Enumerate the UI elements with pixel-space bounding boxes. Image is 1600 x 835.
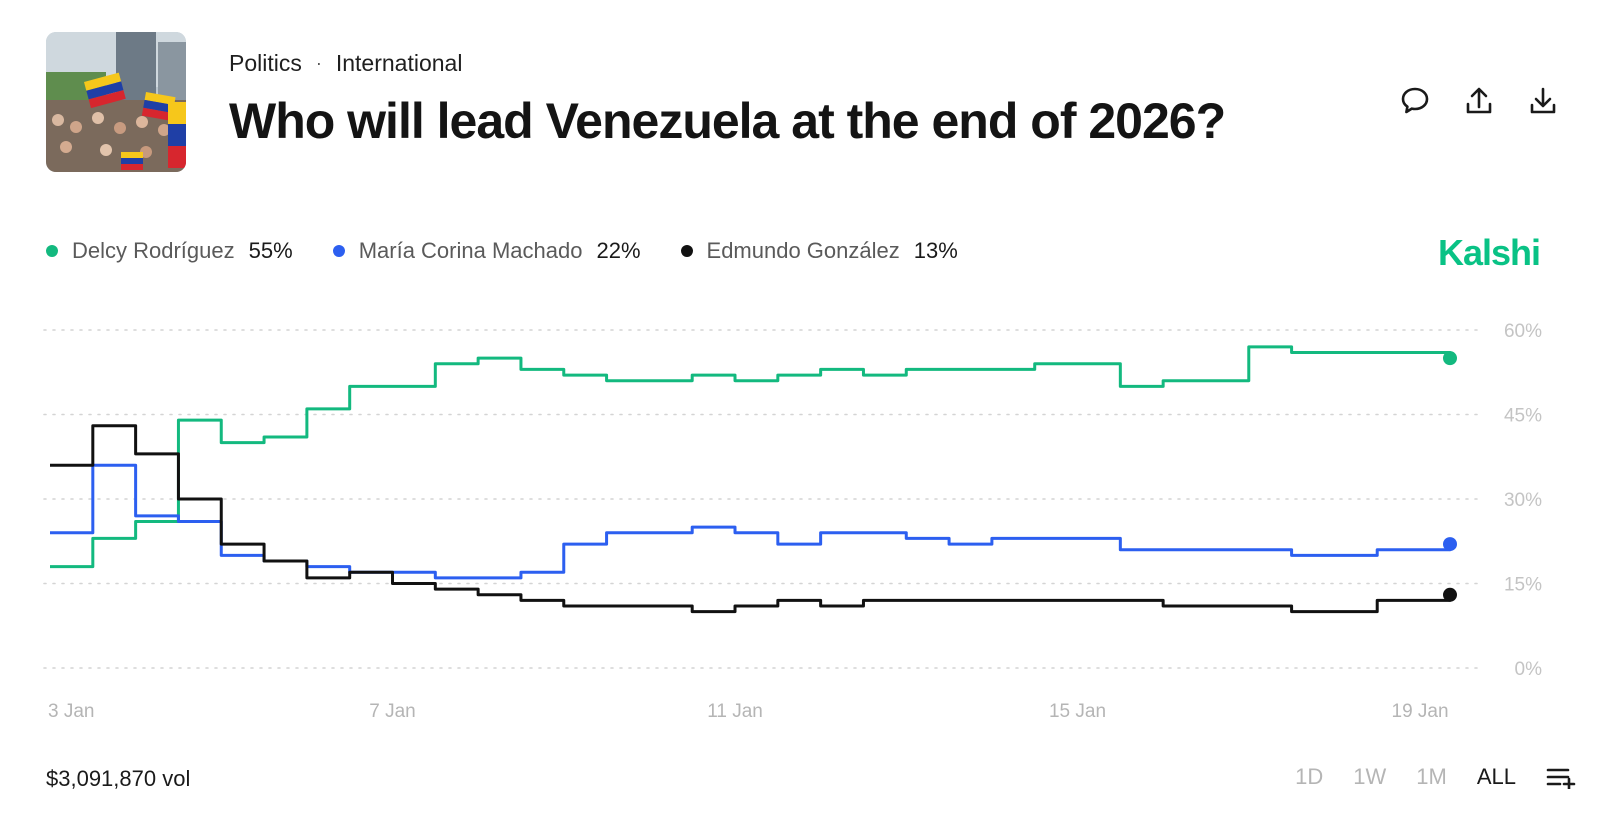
range-selector: 1D 1W 1M ALL <box>1295 764 1576 790</box>
legend-item-maria-corina-machado[interactable]: María Corina Machado 22% <box>332 238 641 264</box>
legend-percent: 55% <box>248 238 293 263</box>
y-tick-label: 0% <box>1515 659 1543 680</box>
download-icon <box>1530 87 1556 114</box>
x-tick-label: 19 Jan <box>1392 701 1449 722</box>
legend-dot <box>46 245 58 257</box>
legend-percent: 13% <box>913 238 958 263</box>
range-1w[interactable]: 1W <box>1353 764 1387 789</box>
volume-label: $3,091,870 vol <box>46 766 191 791</box>
y-tick-label: 30% <box>1504 490 1542 511</box>
series-end-point-1 <box>1443 537 1457 552</box>
x-tick-label: 7 Jan <box>369 701 415 722</box>
breadcrumb-separator: · <box>315 53 322 73</box>
list-settings-button[interactable] <box>1546 764 1576 790</box>
legend-item-delcy-rodriguez[interactable]: Delcy Rodríguez 55% <box>46 238 293 264</box>
legend-name: María Corina Machado <box>358 238 583 263</box>
legend-name: Delcy Rodríguez <box>72 238 235 263</box>
y-tick-label: 45% <box>1504 406 1542 427</box>
x-tick-label: 11 Jan <box>707 701 763 722</box>
breadcrumb-subcategory[interactable]: International <box>335 50 463 76</box>
y-tick-label: 15% <box>1504 575 1542 596</box>
comment-button[interactable] <box>1398 84 1432 118</box>
page-title: Who will lead Venezuela at the end of 20… <box>229 93 1226 149</box>
list-add-icon <box>1546 768 1576 789</box>
range-1m[interactable]: 1M <box>1416 764 1447 789</box>
legend-dot <box>680 245 693 257</box>
market-thumbnail <box>46 32 186 172</box>
legend-percent: 22% <box>596 238 641 263</box>
series-end-point-0 <box>1443 351 1457 366</box>
share-button[interactable] <box>1462 84 1496 118</box>
share-icon <box>1466 87 1492 114</box>
range-all[interactable]: ALL <box>1476 764 1516 789</box>
legend-name: Edmundo González <box>706 238 900 263</box>
download-button[interactable] <box>1526 84 1560 118</box>
y-tick-label: 60% <box>1504 321 1542 342</box>
series-end-point-2 <box>1443 587 1457 602</box>
breadcrumb: Politics · International <box>229 50 462 77</box>
price-chart[interactable]: 60% 45% 30% 15% 0% 3 Jan 7 Jan 11 Jan 15 Jan 19 J… <box>0 300 1600 740</box>
x-tick-label: 3 Jan <box>48 701 94 722</box>
series-line-0[interactable] <box>50 345 1452 569</box>
legend-dot <box>332 245 345 257</box>
range-1d[interactable]: 1D <box>1295 764 1324 789</box>
legend-item-edmundo-gonzalez[interactable]: Edmundo González 13% <box>680 238 958 264</box>
chart-legend: Delcy Rodríguez 55% María Corina Machado… <box>46 238 958 264</box>
comment-icon <box>1401 87 1429 114</box>
series-line-1[interactable] <box>50 463 1452 580</box>
series-line-2[interactable] <box>50 424 1452 614</box>
market-actions <box>1398 84 1560 118</box>
breadcrumb-category[interactable]: Politics <box>229 50 302 76</box>
kalshi-logo: Kalshi <box>1437 232 1541 273</box>
x-tick-label: 15 Jan <box>1049 701 1106 722</box>
